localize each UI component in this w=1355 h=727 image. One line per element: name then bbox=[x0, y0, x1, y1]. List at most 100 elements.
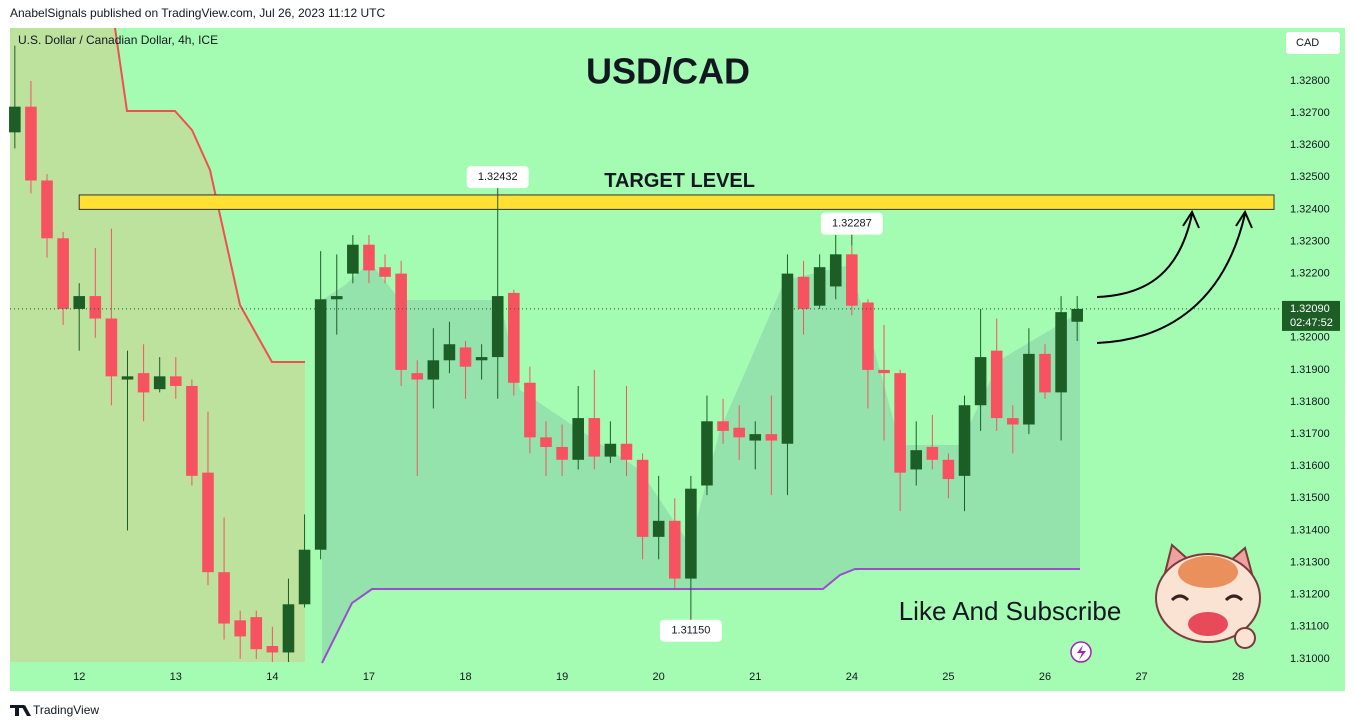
arrow-head bbox=[1235, 209, 1253, 229]
footer-brand: TradingView bbox=[33, 703, 99, 717]
candle-body bbox=[990, 350, 1003, 419]
candle-body bbox=[668, 520, 681, 579]
y-tick-label: 1.31900 bbox=[1290, 364, 1330, 376]
candle-body bbox=[942, 459, 955, 480]
candle-body bbox=[926, 446, 939, 460]
candle-body bbox=[781, 273, 794, 444]
annotation-label: 1.31150 bbox=[671, 625, 710, 637]
candle-body bbox=[41, 180, 53, 239]
candle-body bbox=[701, 421, 713, 486]
y-tick-label: 1.32000 bbox=[1290, 332, 1330, 344]
chart-title: USD/CAD bbox=[586, 51, 750, 92]
x-tick-label: 26 bbox=[1039, 671, 1051, 683]
target-band bbox=[78, 194, 1275, 210]
x-tick-label: 24 bbox=[846, 671, 858, 683]
candle-body bbox=[25, 106, 37, 181]
candle-body bbox=[266, 646, 279, 653]
y-tick-label: 1.32700 bbox=[1290, 107, 1330, 119]
currency-box[interactable] bbox=[1286, 32, 1340, 54]
candle-body bbox=[218, 572, 230, 624]
candle-body bbox=[524, 382, 536, 438]
call-to-action: Like And Subscribe bbox=[899, 596, 1122, 626]
x-tick-label: 13 bbox=[170, 671, 182, 683]
candle-body bbox=[588, 418, 601, 457]
x-tick-label: 20 bbox=[653, 671, 665, 683]
annotation-box bbox=[659, 619, 722, 642]
logo bbox=[10, 705, 31, 716]
y-tick-label: 1.32300 bbox=[1290, 235, 1330, 247]
candle-body bbox=[234, 620, 246, 637]
candle-body bbox=[974, 357, 987, 406]
candle-body bbox=[1039, 353, 1051, 393]
annotation-box bbox=[820, 212, 883, 235]
last-price-label: 1.32090 bbox=[1290, 303, 1330, 315]
candle-body bbox=[894, 373, 906, 473]
candle-body bbox=[685, 488, 697, 579]
candle-body bbox=[169, 376, 182, 386]
candle-body bbox=[910, 450, 923, 470]
candle-body bbox=[379, 267, 391, 277]
candle-body bbox=[443, 344, 456, 361]
candle-body bbox=[813, 267, 826, 306]
x-tick-label: 17 bbox=[363, 671, 375, 683]
candle-body bbox=[298, 549, 311, 605]
x-tick-label: 12 bbox=[73, 671, 85, 683]
candle-body bbox=[846, 254, 858, 306]
symbol-label: U.S. Dollar / Canadian Dollar, 4h, ICE bbox=[18, 33, 218, 47]
x-tick-label: 25 bbox=[942, 671, 954, 683]
candle-body bbox=[347, 244, 359, 274]
candle-body bbox=[89, 296, 102, 319]
candle-body bbox=[427, 360, 440, 380]
arrow bbox=[1096, 213, 1193, 298]
candle-body bbox=[878, 369, 890, 374]
candle-body bbox=[717, 421, 729, 431]
candle-body bbox=[153, 376, 166, 390]
candle-body bbox=[620, 443, 633, 460]
supertrend-down bbox=[114, 27, 305, 363]
candle-body bbox=[491, 296, 504, 358]
candle-body bbox=[475, 357, 488, 361]
y-tick-label: 1.32500 bbox=[1290, 171, 1330, 183]
y-tick-label: 1.31700 bbox=[1290, 428, 1330, 440]
candle-body bbox=[314, 299, 327, 550]
candle-body bbox=[749, 434, 762, 441]
y-tick-label: 1.31100 bbox=[1290, 621, 1329, 633]
annotation-box bbox=[466, 166, 529, 189]
candle-body bbox=[572, 418, 584, 460]
candle-body bbox=[459, 347, 472, 367]
y-tick-label: 1.32800 bbox=[1290, 75, 1330, 87]
candle-body bbox=[733, 427, 745, 438]
target-label: TARGET LEVEL bbox=[604, 170, 755, 192]
annotation-label: 1.32287 bbox=[832, 218, 872, 230]
publish-header: AnabelSignals published on TradingView.c… bbox=[10, 6, 385, 20]
candle-body bbox=[363, 244, 375, 271]
supertrend-up bbox=[321, 568, 1080, 664]
candle-body bbox=[958, 405, 971, 476]
candle-body bbox=[330, 296, 343, 300]
countdown-label: 02:47:52 bbox=[1290, 317, 1333, 329]
candle-body bbox=[862, 302, 874, 370]
candle-body bbox=[636, 459, 649, 537]
last-price-box bbox=[1282, 300, 1340, 331]
candle-body bbox=[73, 296, 86, 309]
arrow bbox=[1096, 213, 1246, 344]
downtrend-shade bbox=[10, 28, 305, 662]
y-tick-label: 1.31200 bbox=[1290, 589, 1330, 601]
candle-body bbox=[105, 318, 118, 377]
candle-body bbox=[1071, 308, 1083, 322]
candle-body bbox=[395, 273, 407, 370]
x-tick-label: 27 bbox=[1135, 671, 1147, 683]
candle-body bbox=[121, 376, 134, 380]
candle-body bbox=[652, 520, 665, 537]
x-tick-label: 28 bbox=[1232, 671, 1244, 683]
candle-body bbox=[9, 106, 21, 133]
candle-body bbox=[1055, 312, 1067, 393]
x-tick-label: 21 bbox=[749, 671, 761, 683]
candle-body bbox=[604, 443, 617, 457]
candle-body bbox=[508, 292, 520, 383]
y-tick-label: 1.32600 bbox=[1290, 139, 1330, 151]
candle-body bbox=[137, 373, 150, 393]
candle-body bbox=[540, 437, 552, 447]
